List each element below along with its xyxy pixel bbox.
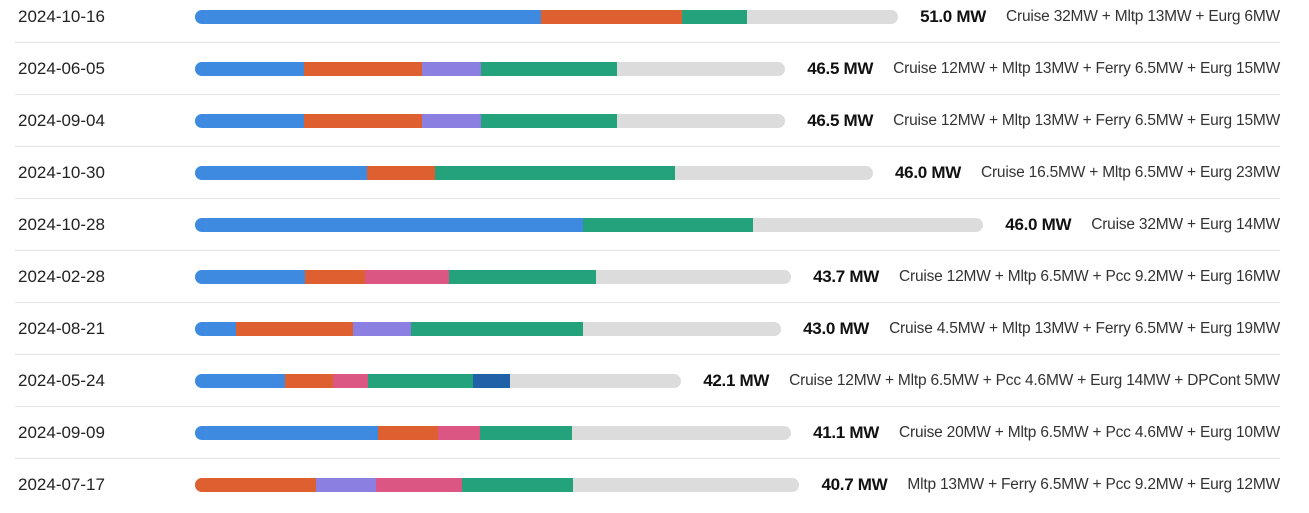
row: 2024-02-28 43.7 MW Cruise 12MW + Mltp 6.5M…	[15, 251, 1280, 303]
date: 2024-10-30	[18, 162, 105, 182]
bar-segment	[437, 425, 481, 440]
row: 2024-06-05 46.5 MW Cruise 12MW + Mltp 13MW…	[15, 43, 1280, 95]
bar-segment	[284, 373, 334, 388]
total: 43.7 MW	[813, 266, 879, 286]
date: 2024-07-17	[18, 475, 105, 494]
bar-segment	[378, 425, 438, 440]
bar-segment	[303, 113, 423, 128]
bar-track	[195, 478, 800, 492]
bar-segment	[480, 425, 572, 440]
bar-segment	[448, 269, 596, 284]
bar-track	[195, 373, 682, 388]
date: 2024-09-09	[18, 422, 105, 442]
bar-track	[195, 217, 984, 232]
row: 2024-10-30 46.0 MW Cruise 16.5MW + Mltp 6.…	[15, 147, 1280, 199]
bar-segment	[333, 373, 368, 388]
bar-segment	[541, 9, 682, 24]
total: 43.0 MW	[803, 318, 870, 338]
row: 2024-05-24 42.1 MW Cruise 12MW + Mltp 6.5M…	[15, 355, 1280, 407]
breakdown: Cruise 16.5MW + Mltp 6.5MW + Eurg 23MW	[980, 163, 1280, 181]
bar-segment	[195, 478, 316, 492]
bar-segment	[583, 217, 753, 232]
row: 2024-10-16 51.0 MW Cruise 32MW + Mltp 13MW…	[15, 0, 1280, 43]
breakdown: Cruise 12MW + Mltp 13MW + Ferry 6.5MW + …	[893, 59, 1280, 77]
bar-segment	[195, 113, 304, 128]
date: 2024-06-05	[18, 58, 105, 78]
capacity-list: 2024-10-16 51.0 MW Cruise 32MW + Mltp 13MW…	[15, 0, 1280, 511]
date: 2024-05-24	[18, 370, 105, 390]
date: 2024-08-21	[18, 318, 105, 338]
date: 2024-10-28	[18, 214, 105, 234]
bar-segment	[195, 373, 285, 388]
total: 46.0 MW	[895, 162, 961, 182]
bar-segment	[195, 165, 368, 180]
bar-track	[195, 165, 874, 180]
date: 2024-02-28	[18, 266, 105, 286]
bar-segment	[461, 478, 574, 492]
total: 41.1 MW	[813, 422, 879, 442]
bar-segment	[235, 321, 353, 336]
bar-segment	[422, 113, 482, 128]
bar-segment	[376, 478, 462, 492]
bar-segment	[195, 321, 236, 336]
bar-segment	[681, 9, 747, 24]
bar-segment	[422, 61, 482, 76]
bar-segment	[434, 165, 675, 180]
date: 2024-09-04	[18, 110, 105, 130]
breakdown: Cruise 4.5MW + Mltp 13MW + Ferry 6.5MW +…	[889, 319, 1280, 337]
bar-segment	[303, 61, 423, 76]
bar-track	[195, 425, 792, 440]
bar-segment	[305, 269, 365, 284]
bar-segment	[315, 478, 377, 492]
breakdown: Cruise 20MW + Mltp 6.5MW + Pcc 4.6MW + E…	[898, 423, 1280, 441]
bar-segment	[195, 9, 542, 24]
breakdown: Cruise 12MW + Mltp 13MW + Ferry 6.5MW + …	[893, 111, 1280, 129]
date: 2024-10-16	[18, 6, 105, 26]
total: 51.0 MW	[920, 6, 986, 26]
bar-track	[195, 113, 786, 128]
bar-segment	[472, 373, 510, 388]
bar-track	[195, 61, 786, 76]
bar-track	[195, 321, 782, 336]
bar-segment	[367, 373, 473, 388]
breakdown: Cruise 32MW + Mltp 13MW + Eurg 6MW	[1006, 7, 1280, 25]
total: 46.5 MW	[807, 110, 874, 130]
bar-segment	[367, 165, 435, 180]
bar-segment	[364, 269, 449, 284]
total: 40.7 MW	[821, 475, 888, 494]
total: 46.0 MW	[1005, 214, 1072, 234]
total: 46.5 MW	[807, 58, 874, 78]
bar-segment	[195, 61, 304, 76]
bar-track	[195, 9, 899, 24]
bar-segment	[411, 321, 583, 336]
bar-segment	[481, 113, 618, 128]
breakdown: Cruise 12MW + Mltp 6.5MW + Pcc 9.2MW + E…	[898, 267, 1280, 285]
bar-track	[195, 269, 792, 284]
row: 2024-09-09 41.1 MW Cruise 20MW + Mltp 6.5M…	[15, 407, 1280, 459]
row: 2024-08-21 43.0 MW Cruise 4.5MW + Mltp 13M…	[15, 303, 1280, 355]
row: 2024-07-17 40.7 MW Mltp 13MW + Ferry 6.5MW…	[15, 459, 1280, 511]
breakdown: Mltp 13MW + Ferry 6.5MW + Pcc 9.2MW + Eu…	[907, 476, 1280, 493]
breakdown: Cruise 32MW + Eurg 14MW	[1091, 215, 1280, 233]
row: 2024-10-28 46.0 MW Cruise 32MW + Eurg 14MW	[15, 199, 1280, 251]
bar-segment	[481, 61, 618, 76]
row: 2024-09-04 46.5 MW Cruise 12MW + Mltp 13MW…	[15, 95, 1280, 147]
total: 42.1 MW	[703, 370, 770, 390]
bar-segment	[195, 425, 379, 440]
breakdown: Cruise 12MW + Mltp 6.5MW + Pcc 4.6MW + E…	[789, 371, 1280, 389]
bar-segment	[195, 269, 306, 284]
bar-segment	[195, 217, 584, 232]
bar-segment	[352, 321, 412, 336]
